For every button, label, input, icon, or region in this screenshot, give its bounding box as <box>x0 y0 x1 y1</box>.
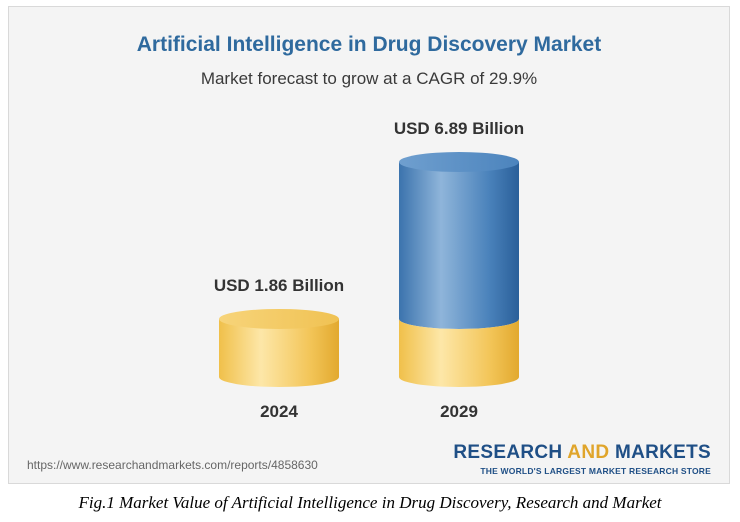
brand-name-part2: AND <box>567 442 610 463</box>
bar-2029-base <box>399 318 519 387</box>
brand-logo: RESEARCH AND MARKETS THE WORLD'S LARGEST… <box>453 443 711 477</box>
source-url[interactable]: https://www.researchandmarkets.com/repor… <box>27 458 318 472</box>
chart-card: Artificial Intelligence in Drug Discover… <box>8 6 730 484</box>
bar-2024-top <box>219 308 339 329</box>
bar-2024 <box>219 308 339 387</box>
bar-2029-growth-body <box>399 162 519 329</box>
brand-tagline: THE WORLD'S LARGEST MARKET RESEARCH STOR… <box>480 466 711 476</box>
figure-caption: Fig.1 Market Value of Artificial Intelli… <box>78 493 662 512</box>
brand-name-part3: MARKETS <box>609 442 711 463</box>
data-label-2024: USD 1.86 Billion <box>214 276 344 295</box>
bar-2029-growth-top <box>399 152 519 172</box>
brand-name-part1: RESEARCH <box>453 442 568 463</box>
chart-subtitle: Market forecast to grow at a CAGR of 29.… <box>200 69 538 88</box>
bar-2024-body <box>219 318 339 387</box>
data-label-2029: USD 6.89 Billion <box>394 119 524 138</box>
chart-title: Artificial Intelligence in Drug Discover… <box>136 33 602 56</box>
brand-name: RESEARCH AND MARKETS <box>453 443 711 463</box>
x-tick-label-2024: 2024 <box>260 402 298 421</box>
x-tick-label-2029: 2029 <box>440 402 478 421</box>
bar-2029-growth <box>399 152 519 329</box>
chart-plot: USD 1.86 Billion 2024 USD 6.89 Billion 2029 <box>214 119 524 421</box>
